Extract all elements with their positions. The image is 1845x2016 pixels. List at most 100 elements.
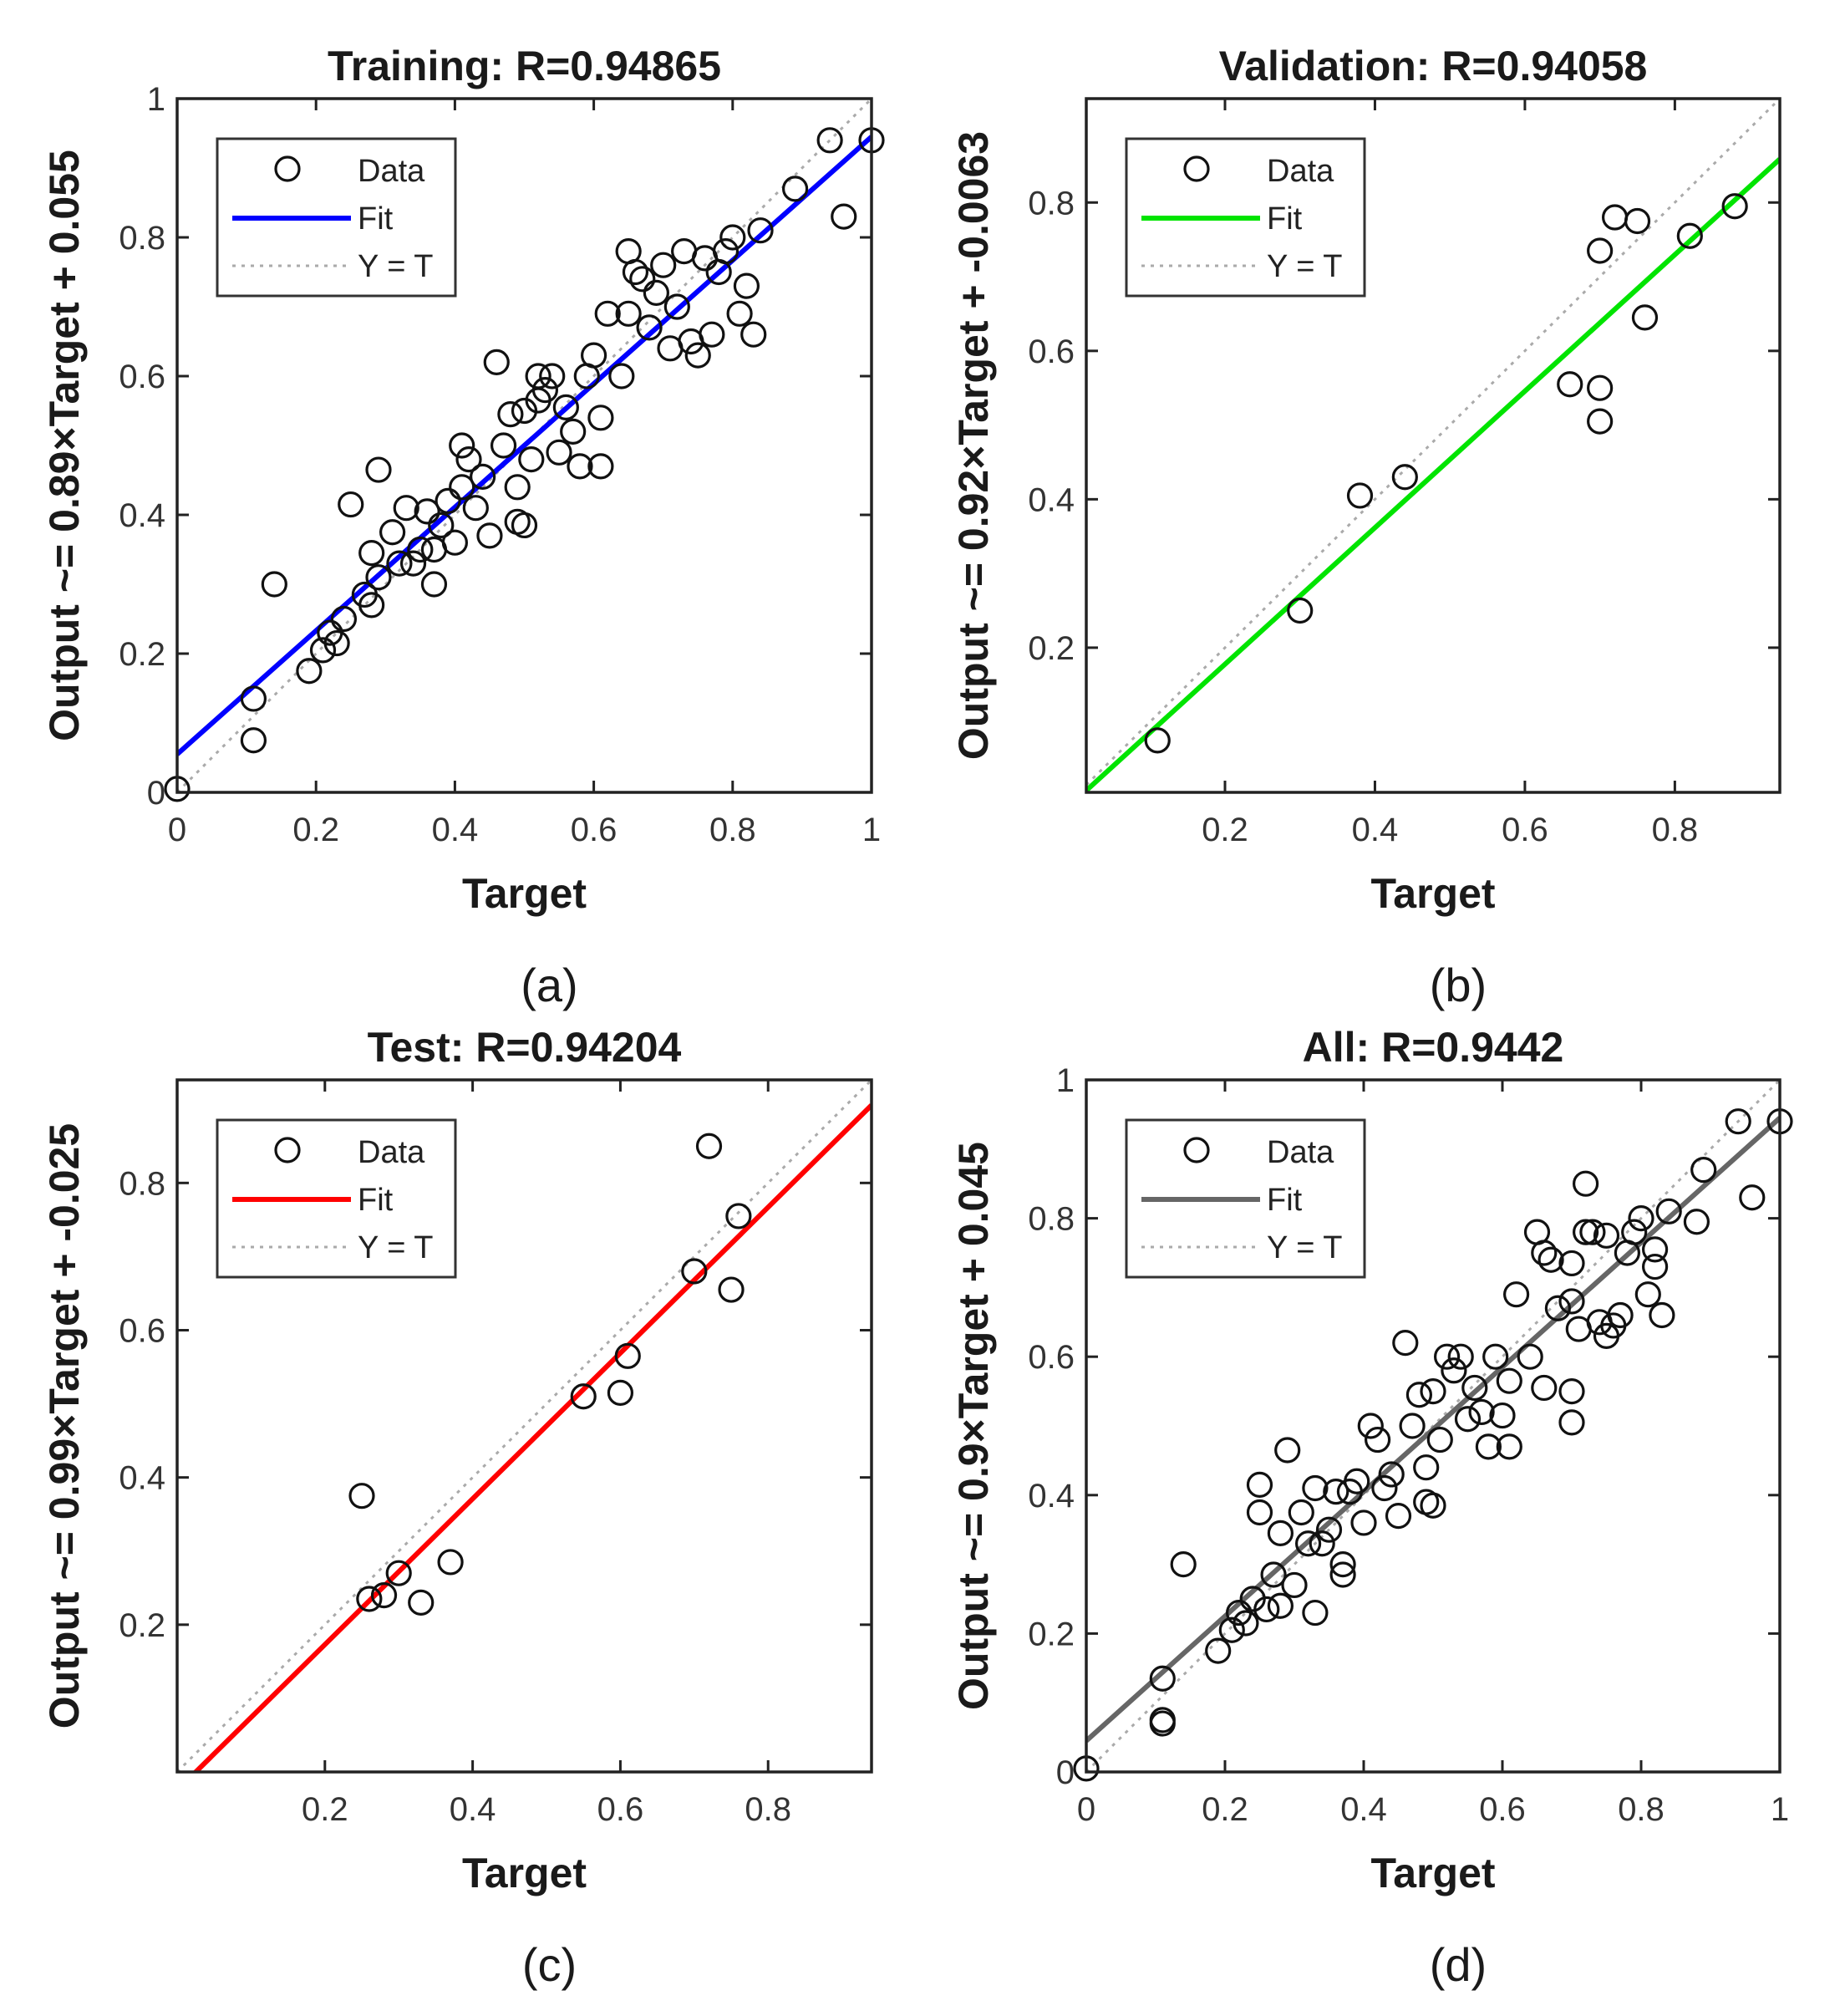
data-point — [663, 293, 690, 320]
x-tick-label: 0.6 — [1502, 812, 1548, 848]
data-point — [518, 445, 545, 473]
x-tick-label: 1 — [1771, 1791, 1789, 1828]
y-tick-label: 1 — [1056, 1062, 1075, 1099]
panel-c: 0.2 0.4 0.6 0.8 0.2 0.4 0.6 0.8 Test: R=0.94204 T… — [41, 1024, 873, 1991]
data-point — [1364, 1426, 1391, 1453]
data-point — [1329, 1550, 1356, 1578]
data-point — [348, 1483, 375, 1509]
data-point — [1413, 1454, 1440, 1481]
data-point — [1357, 1413, 1384, 1439]
x-tick-label: 1 — [862, 812, 881, 848]
data-point — [379, 519, 406, 546]
data-point — [370, 1581, 398, 1609]
data-point — [449, 432, 475, 459]
data-point — [490, 432, 517, 459]
axes-box — [175, 97, 873, 794]
data-point — [1346, 482, 1374, 509]
data-point — [650, 252, 677, 278]
data-point — [497, 401, 524, 428]
data-point — [781, 176, 809, 202]
data-point — [1378, 1461, 1405, 1488]
data-point — [1649, 1301, 1675, 1329]
data-point — [718, 1276, 745, 1303]
legend-entry: Fit — [1267, 1183, 1303, 1218]
data-point — [552, 394, 579, 420]
data-point — [546, 439, 572, 466]
data-point — [1205, 1637, 1232, 1664]
data-point — [1144, 727, 1171, 754]
data-point — [539, 363, 566, 389]
data-point — [365, 456, 392, 483]
y-tick-label: 0.6 — [1028, 1339, 1075, 1376]
data-point — [615, 300, 642, 327]
data-point — [1294, 1530, 1322, 1557]
legend-entry: Fit — [1267, 201, 1303, 237]
legend-data-marker — [274, 155, 301, 182]
x-tick-label: 0.2 — [292, 812, 339, 848]
data-point — [1690, 1157, 1717, 1184]
data-point — [240, 727, 267, 754]
data-point — [587, 453, 614, 480]
y-tick-label: 0.8 — [119, 1165, 165, 1202]
chart-title: Validation: R=0.94058 — [1219, 43, 1648, 89]
y-tick-label: 0.2 — [119, 636, 165, 673]
data-point — [1274, 1437, 1301, 1464]
data-point — [408, 1589, 435, 1616]
data-point — [1683, 1209, 1710, 1235]
data-point — [261, 571, 287, 598]
x-tick-label: 0.2 — [1202, 812, 1248, 848]
data-point — [1587, 408, 1614, 435]
panel-caption: (a) — [521, 959, 577, 1011]
data-point — [580, 342, 607, 369]
data-point — [1267, 1592, 1294, 1619]
identity-line — [1086, 1080, 1780, 1772]
x-tick-label: 0.8 — [1618, 1791, 1665, 1828]
data-point — [1267, 1520, 1294, 1546]
legend-entry: Data — [1267, 1135, 1334, 1170]
data-point — [1391, 464, 1418, 491]
x-tick-label: 0 — [168, 812, 186, 848]
data-point — [1538, 1246, 1564, 1273]
data-point — [1739, 1184, 1766, 1211]
legend-entry: Y = T — [1267, 1230, 1343, 1265]
chart-title: Test: R=0.94204 — [368, 1024, 682, 1071]
data-point — [428, 512, 455, 539]
data-point — [476, 522, 503, 549]
y-tick-label: 0.2 — [1028, 1616, 1075, 1652]
y-tick-label: 0.2 — [119, 1607, 165, 1644]
data-point — [1531, 1374, 1558, 1402]
data-point — [385, 1560, 412, 1586]
y-tick-label: 1 — [147, 81, 165, 118]
data-point — [511, 512, 538, 539]
data-point — [1350, 1509, 1377, 1536]
data-point — [1447, 1343, 1474, 1370]
data-point — [455, 445, 482, 473]
axes-box — [175, 1078, 873, 1774]
data-point — [470, 463, 496, 490]
legend-data-marker — [1183, 1137, 1210, 1163]
data-point — [414, 498, 440, 525]
data-point — [1323, 1479, 1349, 1505]
data-point — [567, 453, 593, 480]
data-point — [1287, 597, 1314, 624]
data-point — [1468, 1398, 1495, 1426]
y-axis-label: Output ~= 0.9×Target + 0.045 — [950, 1142, 997, 1710]
legend-entry: Fit — [358, 201, 394, 237]
data-point — [393, 495, 419, 522]
data-point — [608, 363, 635, 389]
data-point — [1482, 1343, 1509, 1370]
data-point — [407, 536, 434, 563]
data-point — [1344, 1468, 1370, 1494]
panel-a: 0 0.2 0.4 0.6 0.8 1 0 0.2 0.4 0.6 0.8 1 Training: R=… — [41, 43, 885, 1011]
data-point — [1149, 1665, 1176, 1692]
data-point — [740, 321, 767, 348]
data-point — [1420, 1377, 1446, 1405]
panel-caption: (d) — [1430, 1938, 1487, 1991]
data-point — [240, 685, 267, 712]
x-tick-label: 0.8 — [745, 1791, 791, 1828]
legend-entry: Y = T — [358, 249, 434, 284]
data-point — [643, 279, 669, 306]
data-point — [607, 1379, 634, 1406]
data-point — [1587, 374, 1614, 401]
data-point — [1641, 1253, 1669, 1280]
